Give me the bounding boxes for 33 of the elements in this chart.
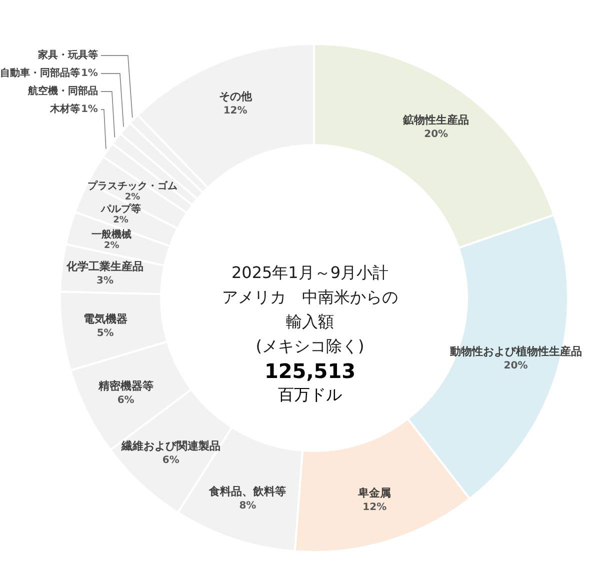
slice-label: 鉱物性生産品 <box>402 114 470 127</box>
data-label: 1% <box>80 104 98 116</box>
data-label: 6% <box>117 394 134 406</box>
data-label: 20% <box>504 360 528 372</box>
data-label: 2% <box>124 192 140 202</box>
data-label: 2% <box>104 240 120 251</box>
slice-label: 電気機器 <box>83 312 128 326</box>
text: 2025年1月～9月小計アメリカ 中南米からの輸入額(メキシコ除く) <box>222 262 398 355</box>
data-label: 1% <box>80 68 98 80</box>
slice-label: その他 <box>218 90 253 103</box>
slice-label: 木材等 <box>48 103 80 116</box>
slice-label: 家具・玩具等 <box>36 49 98 62</box>
slice-label: パルプ等 <box>100 202 141 215</box>
slice-label: 動物性および植物性生産品 <box>448 344 582 358</box>
slice-label: 食料品、飲料等 <box>208 484 286 498</box>
slice-label: 自動車・同部品等 <box>0 67 80 80</box>
text: 百万ドル <box>278 385 342 404</box>
data-label: 5% <box>96 328 114 340</box>
slice-label: 一般機械 <box>92 228 132 240</box>
text: 125,513 <box>264 359 356 383</box>
slice-label: 精密機器等 <box>97 379 154 392</box>
data-label: 6% <box>162 454 180 466</box>
slice-label: 繊維および関連製品 <box>120 439 220 452</box>
data-label: 3% <box>96 275 114 286</box>
data-label: 20% <box>424 129 448 140</box>
data-label: 2% <box>113 215 128 226</box>
data-label: 8% <box>239 500 256 512</box>
data-label: 12% <box>223 105 248 116</box>
slice-label: 化学工業生産品 <box>66 260 144 273</box>
slice-label: 卑金属 <box>357 486 392 500</box>
slice-label: プラスチック・ゴム <box>87 180 178 192</box>
slice-label: 航空機・同部品 <box>26 85 98 98</box>
data-label: 12% <box>362 502 387 514</box>
